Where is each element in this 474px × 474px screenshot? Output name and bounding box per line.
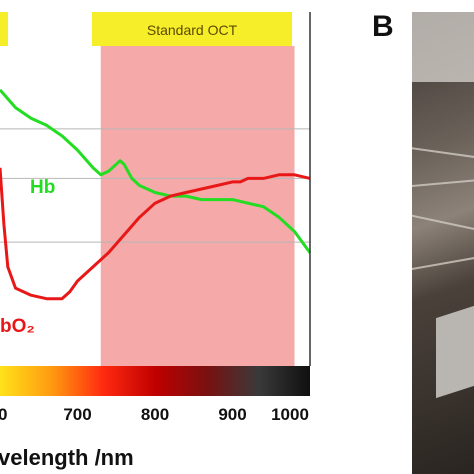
photo-cable [412,213,474,233]
photo-cable [412,178,474,188]
photo-cable [412,255,474,271]
x-tick-label: 800 [141,405,169,424]
series-label-hbo2: bO₂ [0,316,35,337]
panel-b-letter: B [372,10,394,43]
photo-instrument [436,305,474,399]
x-axis-label: velength /nm [0,445,134,470]
x-tick-label: 700 [63,405,91,424]
yellow-band-left [0,12,8,46]
photo-cable [412,146,474,160]
x-tick-label: 1000 [271,405,309,424]
standard-oct-label: Standard OCT [147,22,238,38]
x-tick-label: 0 [0,405,7,424]
standard-oct-band [100,46,295,366]
series-label-hb: Hb [30,177,55,198]
x-tick-label: 900 [218,405,246,424]
hbo2-series-line [0,167,311,301]
wavelength-colorbar [0,366,310,396]
standard-oct-band-header [92,12,292,46]
panel-b-photo [412,12,474,474]
hb-series-line [0,88,312,254]
photo-bench [412,12,474,82]
